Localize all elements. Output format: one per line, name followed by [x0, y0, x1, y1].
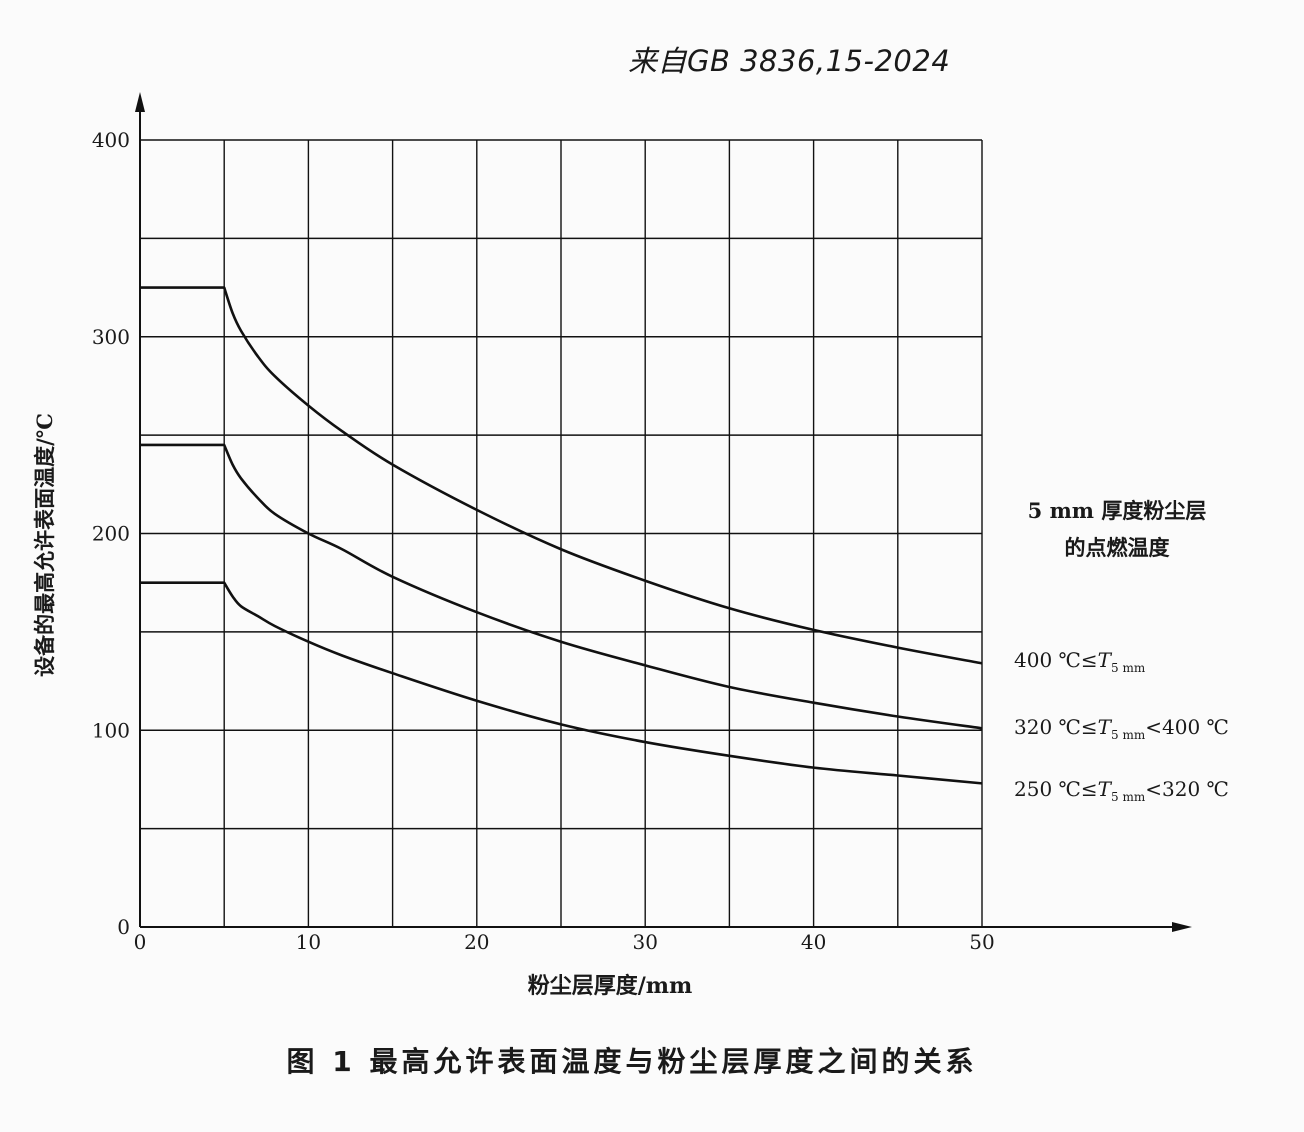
legend-item-prefix: 250 ℃≤	[1014, 777, 1098, 801]
y-axis-label: 设备的最高允许表面温度/℃	[32, 413, 57, 677]
y-axis-arrow	[135, 92, 145, 112]
y-tick-label: 0	[117, 915, 130, 939]
y-tick-label: 400	[92, 128, 130, 152]
legend-item-prefix: 400 ℃≤	[1014, 648, 1098, 672]
x-tick-label: 30	[632, 930, 657, 954]
source-note: 来自GB 3836,15-2024	[628, 44, 951, 78]
series-line-2	[140, 443, 983, 730]
legend-item-subscript: 5 mm	[1111, 790, 1146, 804]
y-tick-label: 100	[92, 718, 130, 742]
legend-title: 5 mm 厚度粉尘层 的点燃温度	[1012, 492, 1222, 566]
legend-item-symbol: T	[1097, 648, 1112, 672]
chart-grid	[139, 139, 983, 928]
chart-axes	[135, 92, 1192, 932]
series-lines	[140, 286, 983, 785]
y-tick-label: 200	[92, 522, 130, 546]
x-axis-arrow	[1172, 922, 1192, 932]
x-tick-label: 0	[134, 930, 147, 954]
legend-item-subscript: 5 mm	[1111, 728, 1146, 742]
legend-item-symbol: T	[1097, 715, 1112, 739]
figure-caption: 图 1 最高允许表面温度与粉尘层厚度之间的关系	[286, 1045, 978, 1078]
legend-item-prefix: 320 ℃≤	[1014, 715, 1098, 739]
legend-item-320-400: 320 ℃≤T5 mm<400 ℃	[1014, 715, 1229, 742]
series-line-1	[140, 286, 983, 665]
series-line-3	[140, 581, 983, 785]
x-tick-label: 10	[296, 930, 321, 954]
legend-title-line1: 5 mm 厚度粉尘层	[1027, 498, 1207, 523]
legend-item-250-320: 250 ℃≤T5 mm<320 ℃	[1014, 777, 1229, 804]
x-tick-label: 20	[464, 930, 489, 954]
legend-item-subscript: 5 mm	[1111, 661, 1146, 675]
legend-item-suffix: <320 ℃	[1145, 777, 1229, 801]
legend-item-suffix: <400 ℃	[1145, 715, 1229, 739]
x-tick-label: 50	[969, 930, 994, 954]
tick-labels: 0 10 20 30 40 50 0 100 200 300 400	[92, 128, 995, 954]
x-tick-label: 40	[801, 930, 826, 954]
legend-item-400: 400 ℃≤T5 mm	[1014, 648, 1145, 675]
legend-title-line2: 的点燃温度	[1064, 535, 1170, 560]
x-axis-label: 粉尘层厚度/mm	[528, 973, 693, 999]
y-tick-label: 300	[92, 325, 130, 349]
legend-item-symbol: T	[1097, 777, 1112, 801]
